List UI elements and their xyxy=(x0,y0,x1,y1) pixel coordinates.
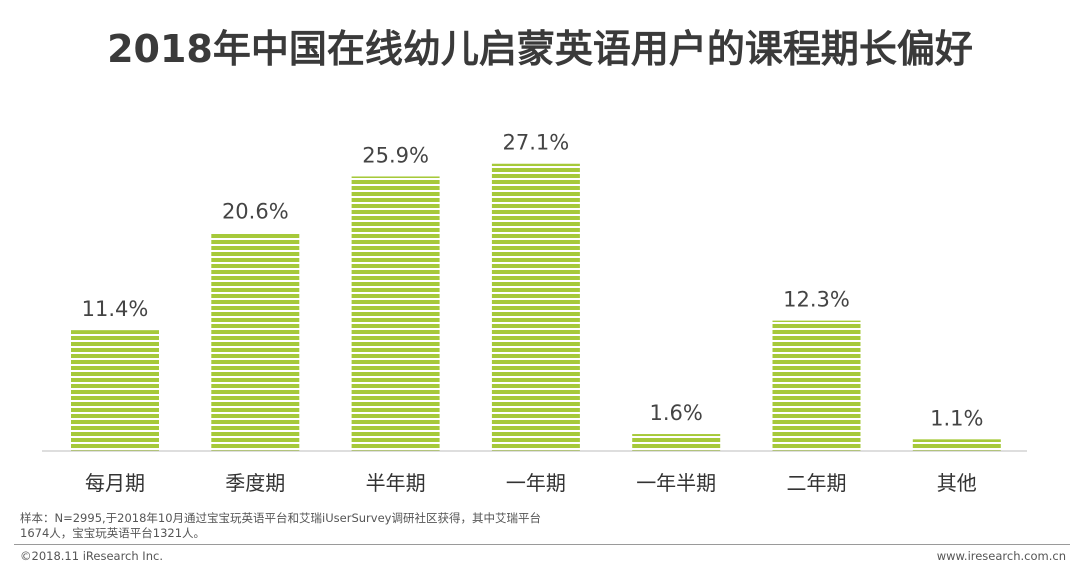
category-label-2: 季度期 xyxy=(225,471,285,495)
chart-title: 2018年中国在线幼儿启蒙英语用户的课程期长偏好 xyxy=(107,27,973,71)
category-label-7: 其他 xyxy=(937,471,977,495)
category-label-6: 二年期 xyxy=(787,471,847,495)
category-label-4: 一年期 xyxy=(506,471,566,495)
website-url: www.iresearch.com.cn xyxy=(936,549,1066,563)
bar-6 xyxy=(772,320,861,451)
sample-footnote: 样本：N=2995,于2018年10月通过宝宝玩英语平台和艾瑞iUserSurv… xyxy=(20,511,541,540)
category-label-1: 每月期 xyxy=(85,471,145,495)
bar-4 xyxy=(491,163,580,452)
data-label-7: 1.1% xyxy=(930,406,983,430)
bar-2 xyxy=(211,232,300,451)
bar-5 xyxy=(632,434,721,451)
data-label-2: 20.6% xyxy=(222,200,289,224)
data-label-4: 27.1% xyxy=(503,131,570,155)
data-label-5: 1.6% xyxy=(650,401,703,425)
category-label-5: 一年半期 xyxy=(636,471,716,495)
bar-3 xyxy=(351,176,440,451)
data-label-1: 11.4% xyxy=(82,297,149,321)
copyright-text: ©2018.11 iResearch Inc. xyxy=(20,549,163,563)
bar-7 xyxy=(912,439,1001,451)
data-label-6: 12.3% xyxy=(783,288,850,312)
bar-1 xyxy=(71,330,159,451)
category-label-3: 半年期 xyxy=(366,471,426,495)
footer-divider xyxy=(14,544,1070,545)
data-label-3: 25.9% xyxy=(362,143,429,167)
